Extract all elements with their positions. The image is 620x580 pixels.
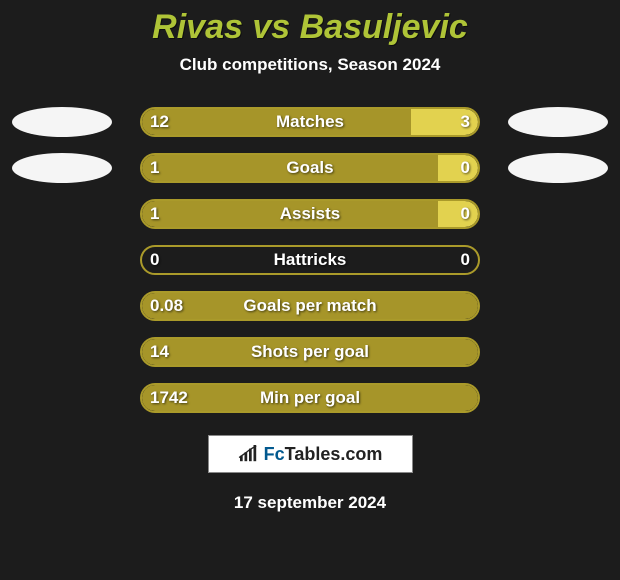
page-title: Rivas vs Basuljevic <box>0 8 620 47</box>
stat-label: Min per goal <box>140 383 480 413</box>
brand-text: FcTables.com <box>264 444 383 465</box>
stats-list: 123Matches10Goals10Assists00Hattricks0.0… <box>0 107 620 413</box>
date-label: 17 september 2024 <box>0 493 620 513</box>
stat-value-right: 3 <box>461 107 470 137</box>
stat-value-right: 0 <box>461 153 470 183</box>
stat-value-left: 0 <box>150 245 159 275</box>
stat-value-left: 14 <box>150 337 169 367</box>
stat-label: Hattricks <box>140 245 480 275</box>
stat-value-right: 0 <box>461 199 470 229</box>
stat-row: 12 3Matches <box>0 107 620 137</box>
stat-row: 0 0Hattricks <box>0 245 620 275</box>
stat-label: Shots per goal <box>140 337 480 367</box>
stat-value-left: 1 <box>150 199 159 229</box>
player-avatar-right <box>508 153 608 183</box>
player-avatar-right <box>508 107 608 137</box>
player-avatar-left <box>12 107 112 137</box>
brand-fc: Fc <box>264 444 285 464</box>
brand-badge: FcTables.com <box>208 435 413 473</box>
stat-row: 1742Min per goal <box>0 383 620 413</box>
stat-row: 14Shots per goal <box>0 337 620 367</box>
stat-row: 1 0Assists <box>0 199 620 229</box>
comparison-infographic: Rivas vs Basuljevic Club competitions, S… <box>0 0 620 580</box>
stat-label: Matches <box>140 107 480 137</box>
stat-label: Assists <box>140 199 480 229</box>
stat-value-left: 0.08 <box>150 291 183 321</box>
stat-value-right: 0 <box>461 245 470 275</box>
brand-rest: Tables.com <box>285 444 383 464</box>
player-avatar-left <box>12 153 112 183</box>
stat-row: 0.08Goals per match <box>0 291 620 321</box>
stat-label: Goals <box>140 153 480 183</box>
stat-value-left: 1742 <box>150 383 188 413</box>
stat-label: Goals per match <box>140 291 480 321</box>
stat-row: 1 0Goals <box>0 153 620 183</box>
stat-value-left: 1 <box>150 153 159 183</box>
stat-value-left: 12 <box>150 107 169 137</box>
subtitle: Club competitions, Season 2024 <box>0 55 620 75</box>
bars-icon <box>238 445 260 463</box>
